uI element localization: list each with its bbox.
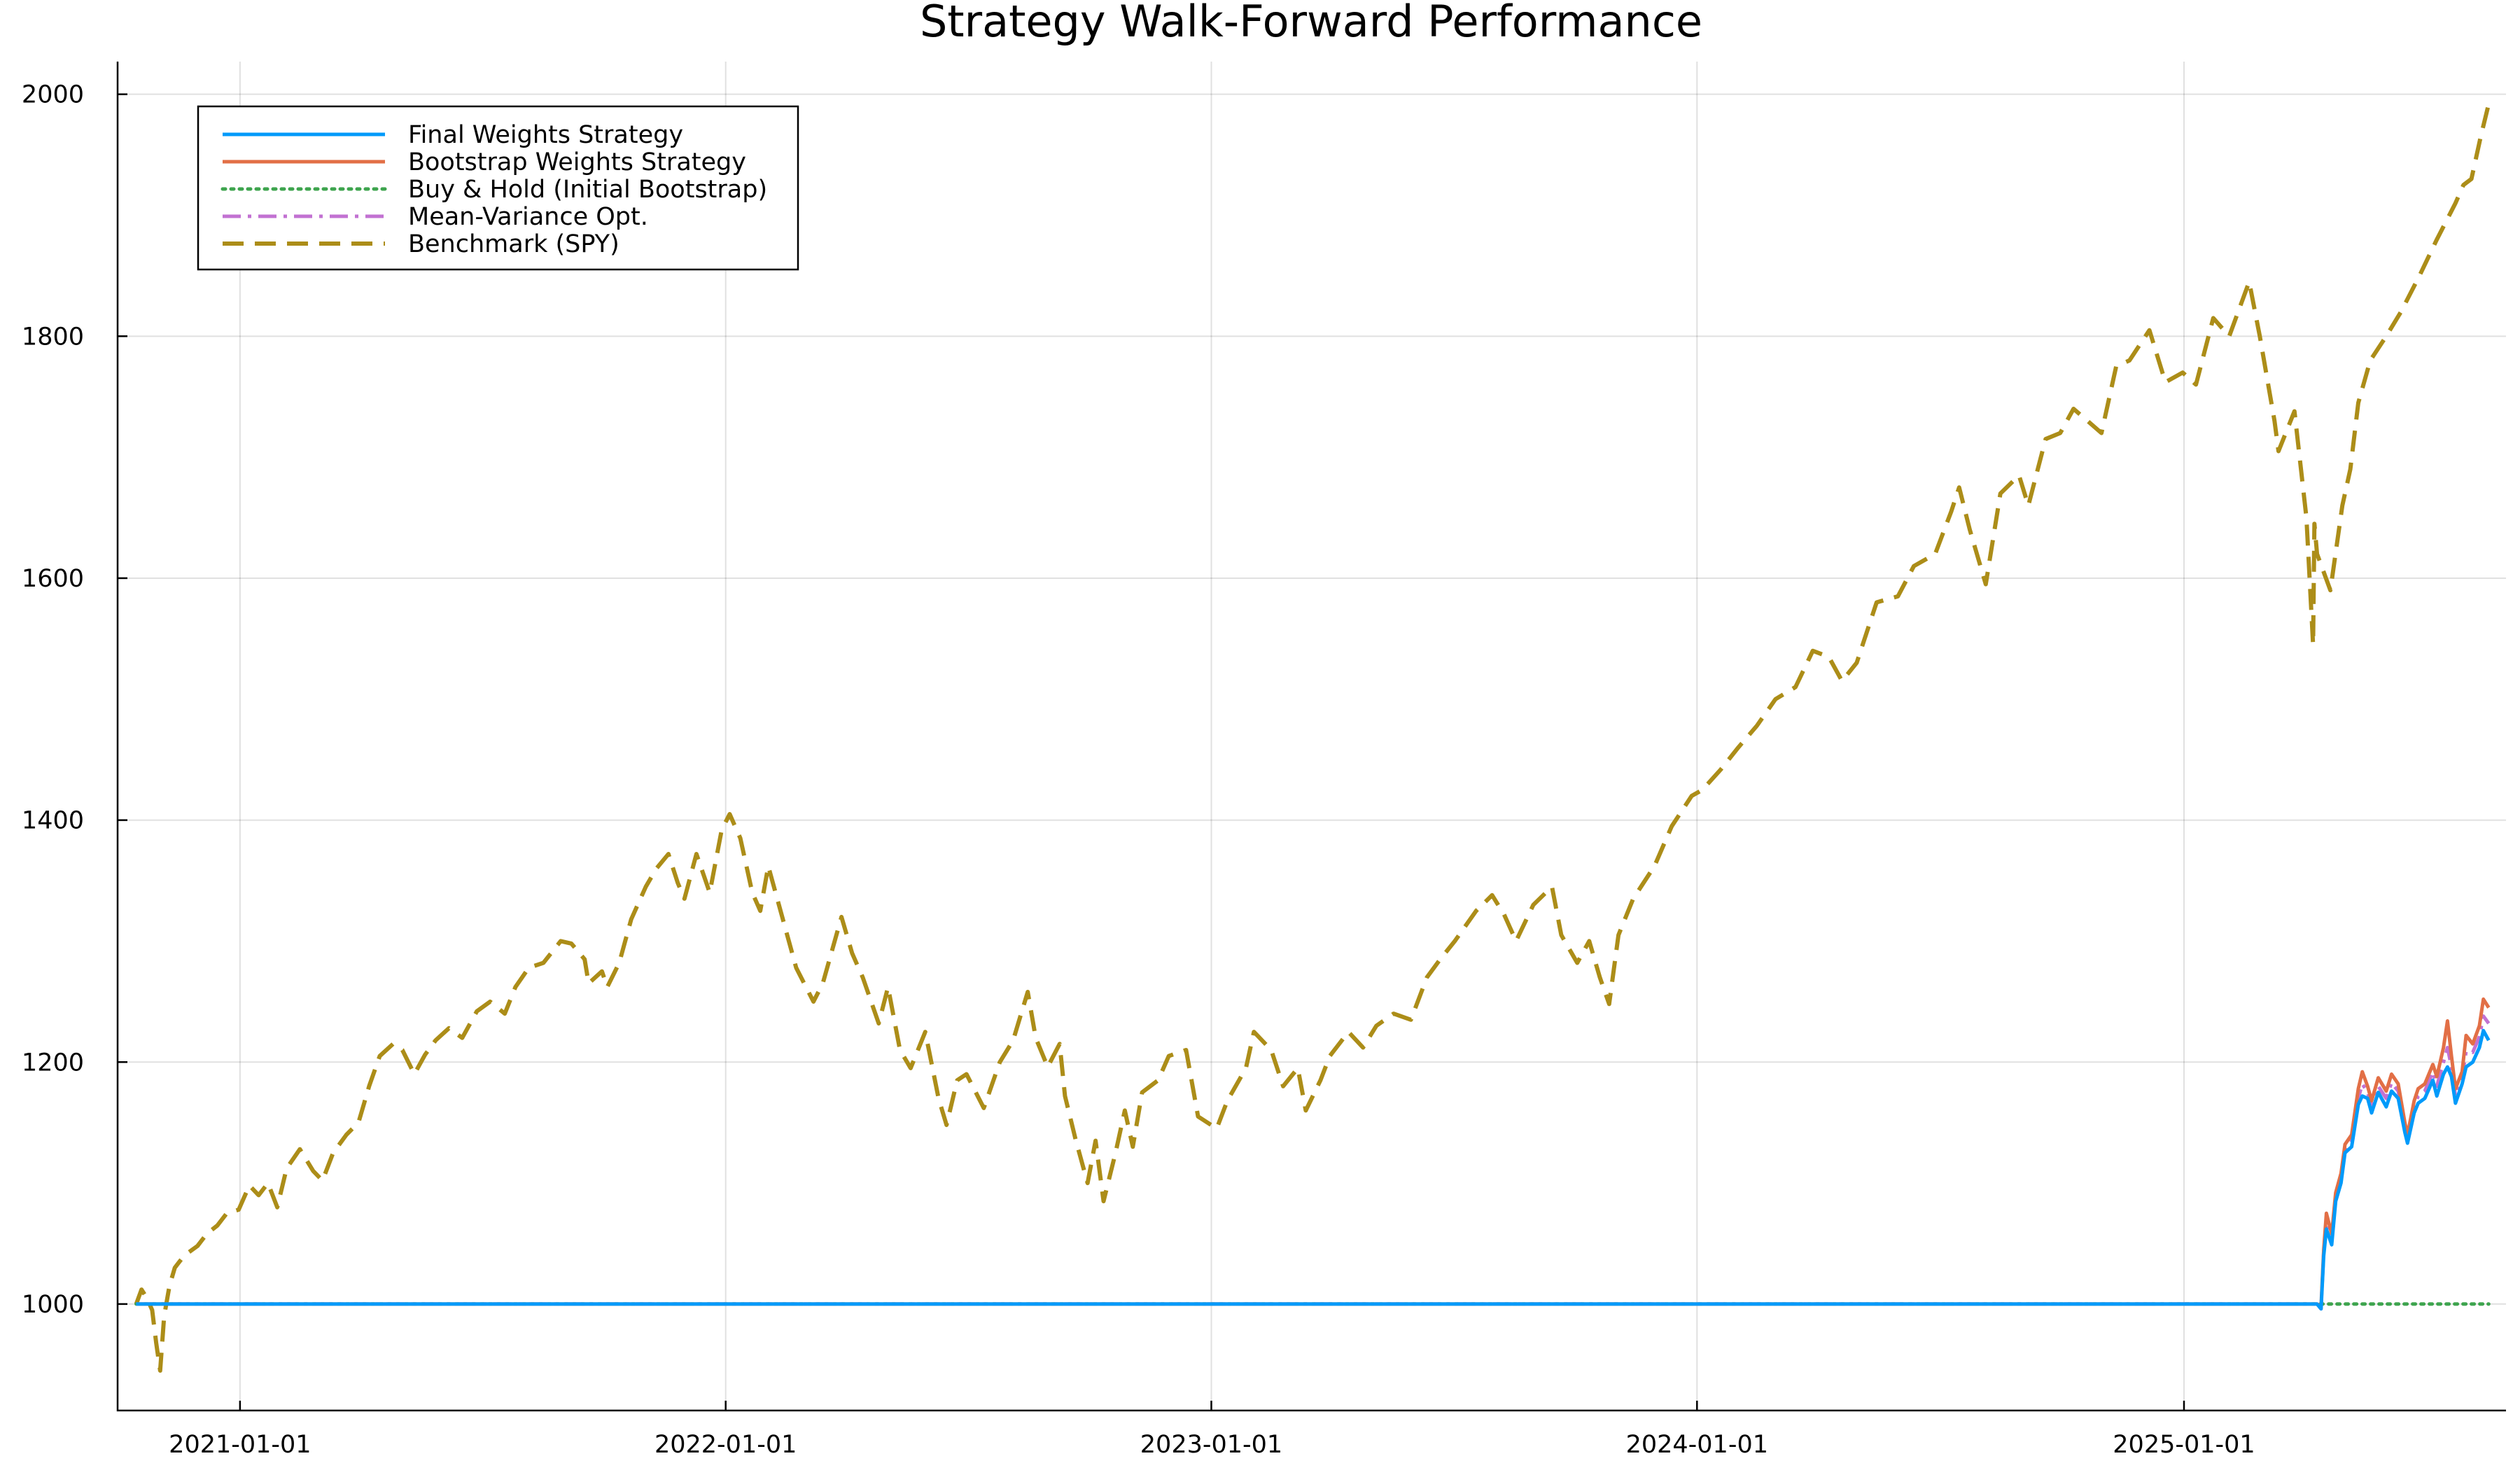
y-axis: 1000 1200 1400 1600 1800 2000 xyxy=(22,81,127,1319)
y-tick-label: 1800 xyxy=(22,323,84,351)
x-tick-label: 2024-01-01 xyxy=(1626,1431,1768,1459)
x-tick-label: 2023-01-01 xyxy=(1140,1431,1282,1459)
legend-label-1: Bootstrap Weights Strategy xyxy=(408,148,746,176)
y-tick-label: 1200 xyxy=(22,1049,84,1077)
series-line-3 xyxy=(136,1014,2491,1311)
x-tick-label: 2021-01-01 xyxy=(169,1431,311,1459)
y-tick-label: 1400 xyxy=(22,807,84,835)
legend-label-0: Final Weights Strategy xyxy=(408,121,683,149)
y-tick-label: 2000 xyxy=(22,81,84,109)
series-layer xyxy=(134,103,2491,1373)
chart-title: Strategy Walk-Forward Performance xyxy=(920,0,1702,47)
x-axis: 2021-01-01 2022-01-01 2023-01-01 2024-01-01… xyxy=(169,1401,2255,1459)
series-line-4 xyxy=(134,103,2491,1373)
legend-label-3: Mean-Variance Opt. xyxy=(408,203,648,231)
x-tick-label: 2022-01-01 xyxy=(654,1431,797,1459)
y-tick-label: 1000 xyxy=(22,1291,84,1319)
y-tick-label: 1600 xyxy=(22,565,84,593)
x-tick-label: 2025-01-01 xyxy=(2113,1431,2255,1459)
legend-label-4: Benchmark (SPY) xyxy=(408,230,620,258)
series-line-0 xyxy=(136,1028,2491,1311)
legend-label-2: Buy & Hold (Initial Bootstrap) xyxy=(408,176,767,204)
series-line-1 xyxy=(136,997,2491,1308)
plot-axes xyxy=(116,62,2506,1412)
